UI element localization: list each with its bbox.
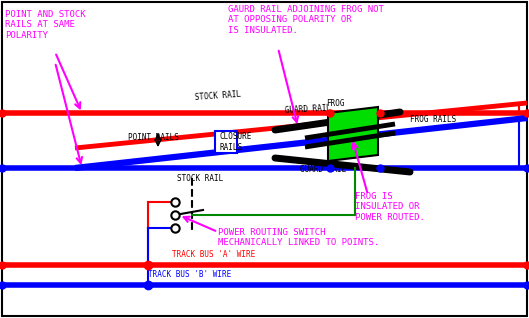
Text: GUARD RAIL: GUARD RAIL xyxy=(285,104,332,115)
Text: STOCK RAIL: STOCK RAIL xyxy=(177,174,223,183)
Text: GAURD RAIL ADJOINING FROG NOT
AT OPPOSING POLARITY OR
IS INSULATED.: GAURD RAIL ADJOINING FROG NOT AT OPPOSIN… xyxy=(228,5,384,35)
Text: CLOSURE
RAILS: CLOSURE RAILS xyxy=(220,132,252,152)
Text: FROG RAILS: FROG RAILS xyxy=(410,115,456,125)
Text: FROG IS
INSULATED OR
POWER ROUTED.: FROG IS INSULATED OR POWER ROUTED. xyxy=(355,192,425,222)
Text: POINT AND STOCK
RAILS AT SAME
POLARITY: POINT AND STOCK RAILS AT SAME POLARITY xyxy=(5,10,86,40)
Bar xyxy=(215,131,237,153)
Text: TRACK BUS 'A' WIRE: TRACK BUS 'A' WIRE xyxy=(172,250,256,259)
Text: STOCK RAIL: STOCK RAIL xyxy=(195,90,242,102)
Text: POWER ROUTING SWITCH
MECHANICALLY LINKED TO POINTS.: POWER ROUTING SWITCH MECHANICALLY LINKED… xyxy=(218,228,379,247)
Text: GUARD RAIL: GUARD RAIL xyxy=(300,165,346,174)
Polygon shape xyxy=(328,107,378,161)
Text: FROG: FROG xyxy=(326,99,344,108)
Text: TRACK BUS 'B' WIRE: TRACK BUS 'B' WIRE xyxy=(148,270,231,279)
Text: POINT RAILS: POINT RAILS xyxy=(128,134,179,142)
